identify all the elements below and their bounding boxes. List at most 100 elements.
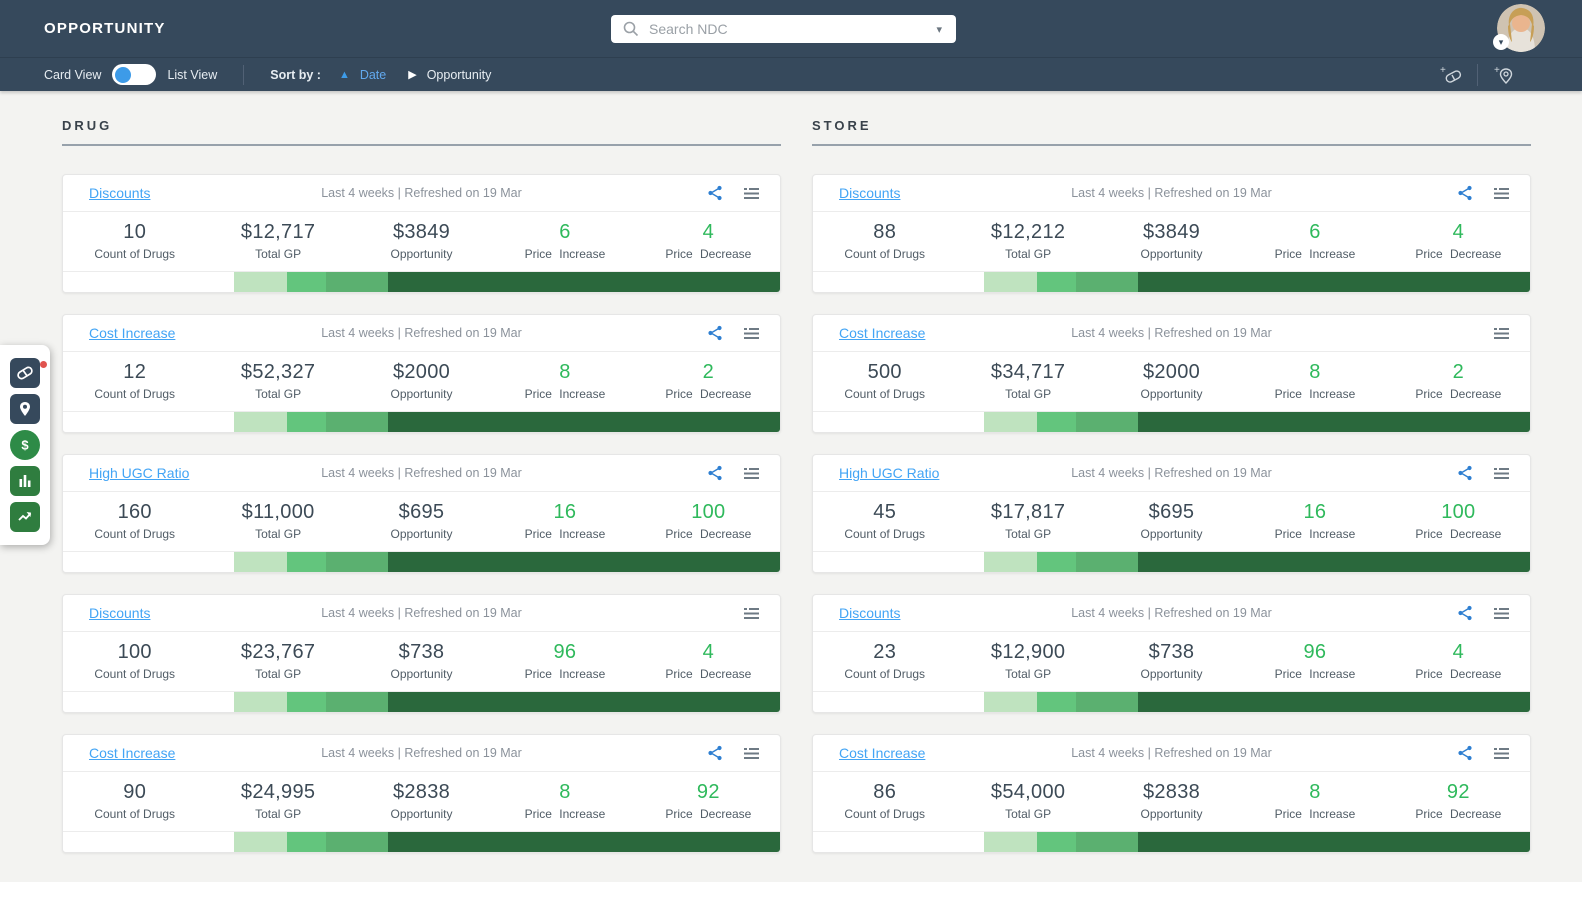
stat-total-gp: $12,212 Total GP <box>956 221 1099 261</box>
card-header: Cost Increase Last 4 weeks | Refreshed o… <box>63 735 780 772</box>
app-header: OPPORTUNITY ▾ ▾ <box>0 0 1582 57</box>
share-icon[interactable] <box>1457 465 1473 481</box>
distribution-bar <box>63 411 780 432</box>
opportunity-value: $2000 <box>1142 361 1201 383</box>
count-of-drugs-label: Count of Drugs <box>94 247 176 261</box>
stat-price-decrease: 92 Price Decrease <box>637 781 780 821</box>
list-icon[interactable] <box>743 746 760 761</box>
stat-price-decrease: 92 Price Decrease <box>1387 781 1530 821</box>
opportunity-value: $2838 <box>1142 781 1201 803</box>
list-icon[interactable] <box>743 606 760 621</box>
card-title-link[interactable]: Discounts <box>839 185 901 201</box>
stat-price-increase: 16 Price Increase <box>493 501 636 541</box>
card-title-link[interactable]: Discounts <box>839 605 901 621</box>
notification-dot <box>40 361 47 368</box>
sidebar-item-analytics[interactable] <box>10 466 40 496</box>
count-of-drugs-label: Count of Drugs <box>844 527 926 541</box>
opportunity-card: Discounts Last 4 weeks | Refreshed on 19… <box>62 594 781 713</box>
price-decrease-label: Price Decrease <box>665 807 752 821</box>
count-of-drugs-label: Count of Drugs <box>844 387 926 401</box>
stat-total-gp: $52,327 Total GP <box>206 361 349 401</box>
distribution-bar <box>813 551 1530 572</box>
stat-total-gp: $54,000 Total GP <box>956 781 1099 821</box>
card-title-link[interactable]: Discounts <box>89 605 151 621</box>
share-icon[interactable] <box>707 185 723 201</box>
opportunity-value: $695 <box>1148 501 1195 523</box>
share-icon[interactable] <box>707 325 723 341</box>
list-icon[interactable] <box>743 326 760 341</box>
count-of-drugs-label: Count of Drugs <box>94 807 176 821</box>
bar-segment <box>1137 272 1530 292</box>
sidebar-item-stores[interactable] <box>10 394 40 424</box>
share-icon[interactable] <box>1457 185 1473 201</box>
stat-opportunity: $2000 Opportunity <box>1100 361 1243 401</box>
list-icon[interactable] <box>1493 326 1510 341</box>
opportunity-label: Opportunity <box>390 247 453 261</box>
sort-option-opportunity[interactable]: Opportunity <box>426 67 492 82</box>
stat-total-gp: $34,717 Total GP <box>956 361 1099 401</box>
stat-price-increase: 8 Price Increase <box>493 781 636 821</box>
bar-chart-icon <box>19 475 31 487</box>
sort-secondary-arrow-icon[interactable]: ▶ <box>408 69 417 81</box>
list-icon[interactable] <box>1493 606 1510 621</box>
list-icon[interactable] <box>743 186 760 201</box>
share-icon[interactable] <box>707 745 723 761</box>
avatar-chevron-icon[interactable]: ▾ <box>1493 34 1509 50</box>
toggle-knob <box>115 66 132 83</box>
search-bar[interactable]: ▾ <box>611 15 956 43</box>
svg-text:+: + <box>1494 65 1500 76</box>
share-icon[interactable] <box>1457 745 1473 761</box>
bar-segment <box>1137 552 1530 572</box>
opportunity-label: Opportunity <box>390 387 453 401</box>
list-icon[interactable] <box>1493 746 1510 761</box>
price-decrease-value: 100 <box>691 501 726 523</box>
main-content: DRUG Discounts Last 4 weeks | Refreshed … <box>0 91 1582 882</box>
card-title-link[interactable]: High UGC Ratio <box>89 465 190 481</box>
opportunity-label: Opportunity <box>1140 667 1203 681</box>
share-icon[interactable] <box>707 465 723 481</box>
bar-segment <box>233 552 288 572</box>
bar-segment <box>63 832 234 852</box>
sidebar-item-trends[interactable] <box>10 502 40 532</box>
stat-count-of-drugs: 160 Count of Drugs <box>63 501 206 541</box>
search-dropdown-chevron-icon[interactable]: ▾ <box>936 23 942 36</box>
page-title: OPPORTUNITY <box>44 20 166 37</box>
price-decrease-label: Price Decrease <box>665 667 752 681</box>
opportunity-card: Discounts Last 4 weeks | Refreshed on 19… <box>812 594 1531 713</box>
stat-total-gp: $12,717 Total GP <box>206 221 349 261</box>
total-gp-value: $54,000 <box>990 781 1066 803</box>
sidebar-item-pricing[interactable]: $ <box>10 430 40 460</box>
price-increase-label: Price Increase <box>524 667 606 681</box>
share-icon[interactable] <box>1457 605 1473 621</box>
sort-option-date[interactable]: Date <box>359 67 387 82</box>
view-toggle[interactable] <box>112 64 157 85</box>
count-of-drugs-value: 23 <box>873 641 897 663</box>
list-icon[interactable] <box>1493 466 1510 481</box>
add-drug-button[interactable]: + <box>1425 64 1477 86</box>
list-icon[interactable] <box>743 466 760 481</box>
card-title-link[interactable]: Discounts <box>89 185 151 201</box>
sort-ascending-icon[interactable]: ▲ <box>338 68 350 81</box>
price-increase-label: Price Increase <box>1274 527 1356 541</box>
card-title-link[interactable]: Cost Increase <box>839 325 926 341</box>
stat-opportunity: $738 Opportunity <box>350 641 493 681</box>
search-input[interactable] <box>649 21 933 37</box>
stat-price-decrease: 4 Price Decrease <box>1387 221 1530 261</box>
card-title-link[interactable]: High UGC Ratio <box>839 465 940 481</box>
search-icon <box>623 21 639 37</box>
opportunity-value: $695 <box>398 501 445 523</box>
card-title-link[interactable]: Cost Increase <box>89 745 176 761</box>
bar-segment <box>287 832 327 852</box>
sidebar-item-drugs[interactable] <box>10 358 47 388</box>
list-icon[interactable] <box>1493 186 1510 201</box>
stat-price-decrease: 100 Price Decrease <box>1387 501 1530 541</box>
total-gp-value: $23,767 <box>240 641 316 663</box>
bottom-scroll-strip <box>0 882 1582 900</box>
user-avatar[interactable]: ▾ <box>1493 4 1545 52</box>
bar-segment <box>287 552 327 572</box>
add-store-button[interactable]: + <box>1478 64 1530 86</box>
total-gp-value: $12,212 <box>990 221 1066 243</box>
card-title-link[interactable]: Cost Increase <box>839 745 926 761</box>
card-title-link[interactable]: Cost Increase <box>89 325 176 341</box>
opportunity-value: $3849 <box>1142 221 1201 243</box>
